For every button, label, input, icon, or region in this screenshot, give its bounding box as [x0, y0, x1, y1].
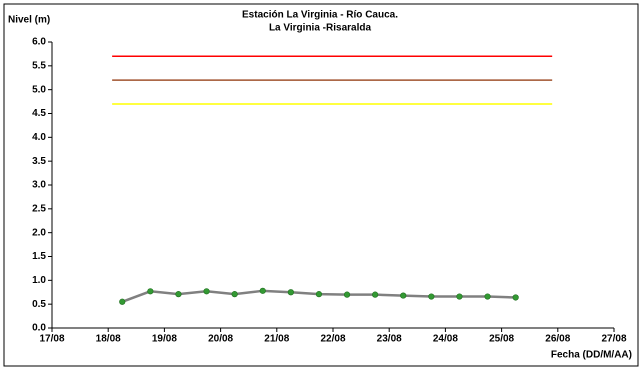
- x-tick-label: 23/08: [377, 334, 402, 345]
- data-point: [147, 288, 154, 295]
- data-point: [372, 291, 379, 298]
- data-point: [428, 293, 435, 300]
- data-point: [175, 291, 182, 298]
- data-point: [231, 291, 238, 298]
- chart-title: Estación La Virginia - Río Cauca.: [242, 10, 398, 21]
- x-tick-label: 21/08: [264, 334, 289, 345]
- x-tick-label: 22/08: [320, 334, 345, 345]
- y-tick-label: 4.5: [32, 108, 46, 119]
- x-tick-label: 18/08: [96, 334, 121, 345]
- y-tick-label: 0.5: [32, 299, 46, 310]
- x-tick-label: 27/08: [601, 334, 626, 345]
- y-axis-label: Nivel (m): [8, 15, 50, 26]
- data-point: [512, 294, 519, 301]
- data-point: [315, 291, 323, 298]
- x-tick-label: 17/08: [39, 334, 64, 345]
- x-tick-label: 20/08: [208, 334, 233, 345]
- x-tick-label: 26/08: [545, 334, 570, 345]
- y-tick-label: 1.5: [32, 251, 46, 262]
- x-axis-label: Fecha (DD/M/AA): [551, 350, 632, 361]
- y-tick-label: 4.0: [32, 132, 46, 143]
- chart-subtitle: La Virginia -Risaralda: [269, 23, 372, 34]
- y-tick-label: 5.0: [32, 84, 46, 95]
- data-point: [484, 293, 491, 300]
- y-tick-label: 3.5: [32, 156, 46, 167]
- y-tick-label: 2.5: [32, 203, 46, 214]
- data-point: [119, 298, 126, 305]
- data-point: [343, 291, 351, 298]
- y-tick-label: 6.0: [32, 37, 46, 48]
- y-tick-label: 0.0: [32, 323, 46, 334]
- x-tick-label: 19/08: [152, 334, 177, 345]
- data-point: [259, 287, 266, 294]
- y-tick-label: 3.0: [32, 180, 46, 191]
- data-point: [287, 289, 294, 296]
- x-tick-label: 24/08: [433, 334, 458, 345]
- data-point: [203, 288, 210, 295]
- y-tick-label: 1.0: [32, 275, 46, 286]
- data-point: [400, 292, 407, 299]
- y-tick-label: 2.0: [32, 227, 46, 238]
- chart-frame: [3, 3, 639, 367]
- x-tick-label: 25/08: [489, 334, 514, 345]
- data-point: [456, 293, 463, 300]
- y-tick-label: 5.5: [32, 60, 46, 71]
